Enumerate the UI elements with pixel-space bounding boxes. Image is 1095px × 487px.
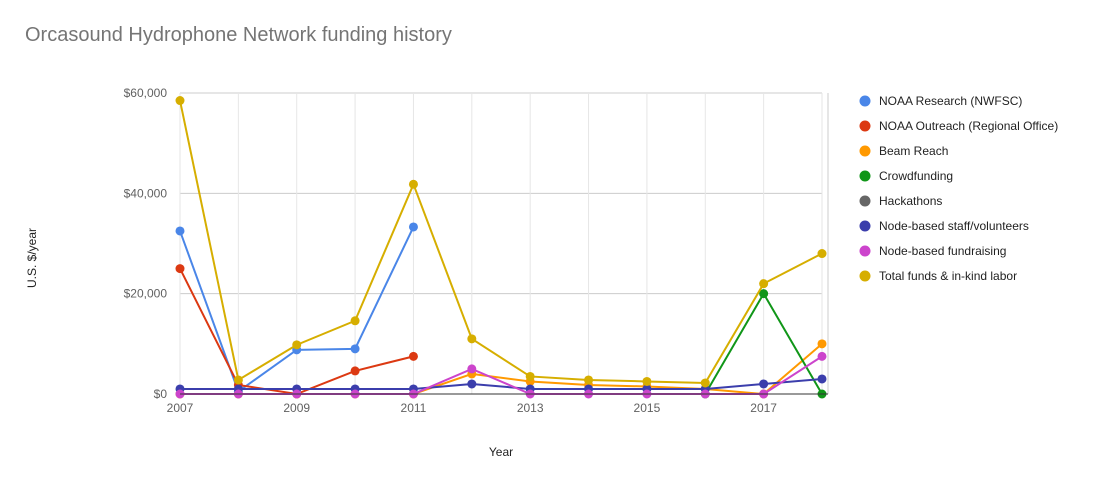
series-lines <box>175 96 827 399</box>
data-point <box>350 316 360 326</box>
data-point <box>700 378 710 388</box>
data-point <box>175 226 185 236</box>
data-point <box>175 264 185 274</box>
data-point <box>350 344 360 354</box>
data-point <box>759 289 769 299</box>
data-point <box>759 379 769 389</box>
data-point <box>408 351 418 361</box>
legend-label: Node-based fundraising <box>879 244 1006 258</box>
series-group <box>175 96 827 388</box>
y-tick-label: $0 <box>154 387 168 401</box>
series-group <box>175 374 827 394</box>
data-point <box>759 279 769 289</box>
legend-marker <box>859 245 871 257</box>
data-point <box>408 222 418 232</box>
legend-marker <box>859 220 871 232</box>
legend-marker <box>859 145 871 157</box>
series-line <box>179 100 823 384</box>
data-point <box>233 375 243 385</box>
legend-label: NOAA Outreach (Regional Office) <box>879 119 1058 133</box>
x-tick-label: 2009 <box>283 401 310 415</box>
data-point <box>408 179 418 189</box>
x-tick-label: 2015 <box>634 401 661 415</box>
x-tick-label: 2011 <box>401 401 427 415</box>
data-point <box>642 376 652 386</box>
legend-label: NOAA Research (NWFSC) <box>879 94 1022 108</box>
legend-marker <box>859 270 871 282</box>
data-point <box>525 371 535 381</box>
data-point <box>817 339 827 349</box>
legend-marker <box>859 120 871 132</box>
legend-label: Crowdfunding <box>879 169 953 183</box>
data-point <box>350 366 360 376</box>
y-tick-label: $60,000 <box>124 86 168 100</box>
gridlines <box>179 92 829 394</box>
x-tick-label: 2013 <box>517 401 544 415</box>
legend-marker <box>859 195 871 207</box>
chart-title: Orcasound Hydrophone Network funding his… <box>25 24 452 46</box>
x-axis-title: Year <box>489 445 513 459</box>
legend-marker <box>859 170 871 182</box>
legend-label: Total funds & in-kind labor <box>879 269 1017 283</box>
data-point <box>817 249 827 259</box>
legend-label: Hackathons <box>879 194 942 208</box>
data-point <box>467 334 477 344</box>
legend-label: Beam Reach <box>879 144 948 158</box>
data-point <box>467 364 477 374</box>
data-point <box>817 374 827 384</box>
series-line <box>180 377 823 390</box>
legend-label: Node-based staff/volunteers <box>879 219 1029 233</box>
data-point <box>584 375 594 385</box>
x-tick-label: 2007 <box>167 401 194 415</box>
data-point <box>467 379 477 389</box>
axes: $0 $20,000 $40,000 $60,000 2007 2009 2011 2013 2… <box>124 86 828 415</box>
legend-marker <box>859 95 871 107</box>
y-tick-label: $20,000 <box>124 287 168 301</box>
y-tick-label: $40,000 <box>124 186 168 200</box>
data-point <box>817 351 827 361</box>
data-point <box>175 96 185 106</box>
legend: NOAA Research (NWFSC) NOAA Outreach (Regi… <box>859 94 1058 283</box>
data-point <box>292 340 302 350</box>
x-tick-label: 2017 <box>750 401 777 415</box>
y-axis-title: U.S. $/year <box>25 228 39 288</box>
